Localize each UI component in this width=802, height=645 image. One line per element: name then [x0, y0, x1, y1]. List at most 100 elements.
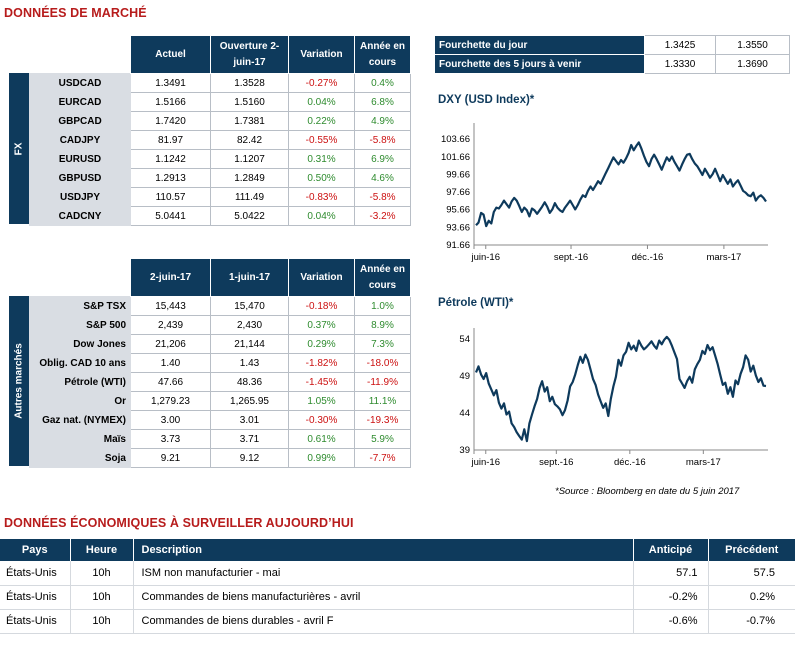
- fx-pair-label: GBPCAD: [29, 111, 131, 131]
- economic-row: États-Unis 10h Commandes de biens manufact…: [0, 585, 795, 610]
- market-value-date1: 1,279.23: [130, 391, 211, 411]
- fx-ouverture-value: 1.2849: [210, 168, 289, 188]
- fx-actuel-value: 5.0441: [130, 206, 211, 226]
- market-name-label: Or: [29, 391, 131, 411]
- y-tick-label: 54: [459, 334, 470, 345]
- fx-variation-value: 0.50%: [288, 168, 355, 188]
- market-variation-value: -1.45%: [288, 372, 355, 392]
- market-value-date2: 1,265.95: [210, 391, 289, 411]
- market-name-label: S&P 500: [29, 315, 131, 335]
- fx-pair-label: GBPUSD: [29, 168, 131, 188]
- market-annee-value: -19.3%: [354, 410, 411, 430]
- fx-row: USDCAD 1.3491 1.3528 -0.27% 0.4%: [29, 73, 411, 93]
- market-name-label: Gaz nat. (NYMEX): [29, 410, 131, 430]
- y-tick-label: 103.66: [441, 134, 470, 145]
- eco-description-value: Commandes de biens manufacturières - avr…: [133, 585, 634, 610]
- fx-ouverture-value: 1.1207: [210, 149, 289, 169]
- fx-annee-value: 0.4%: [354, 73, 411, 93]
- x-tick-label: sept.-16: [554, 252, 588, 263]
- fx-actuel-value: 1.1242: [130, 149, 211, 169]
- economic-row: États-Unis 10h Commandes de biens durables…: [0, 609, 795, 634]
- fx-variation-value: 0.31%: [288, 149, 355, 169]
- fx-actuel-value: 1.5166: [130, 92, 211, 112]
- fx-table: Actuel Ouverture 2-juin-17 Variation Ann…: [29, 35, 411, 226]
- x-tick-label: déc.-16: [614, 457, 646, 468]
- market-value-date1: 9.21: [130, 448, 211, 468]
- eco-pays-value: États-Unis: [0, 609, 71, 634]
- y-tick-label: 91.66: [446, 240, 470, 251]
- fx-row: CADCNY 5.0441 5.0422 0.04% -3.2%: [29, 206, 411, 226]
- y-tick-label: 101.66: [441, 152, 470, 163]
- market-annee-value: 11.1%: [354, 391, 411, 411]
- other-header-variation: Variation: [288, 258, 355, 297]
- fx-header-annee: Année en cours: [354, 35, 411, 74]
- other-header-date2: 1-juin-17: [210, 258, 289, 297]
- eco-precedent-value: -0.7%: [708, 609, 795, 634]
- other-market-row: S&P 500 2,439 2,430 0.37% 8.9%: [29, 315, 411, 335]
- y-tick-label: 97.66: [446, 187, 470, 198]
- fx-annee-value: 6.8%: [354, 92, 411, 112]
- market-variation-value: -0.18%: [288, 296, 355, 316]
- range-label: Fourchette des 5 jours à venir: [434, 54, 645, 74]
- eco-heure-value: 10h: [70, 585, 134, 610]
- market-name-label: Soja: [29, 448, 131, 468]
- market-annee-value: 8.9%: [354, 315, 411, 335]
- fx-row: EURUSD 1.1242 1.1207 0.31% 6.9%: [29, 149, 411, 169]
- fx-actuel-value: 1.3491: [130, 73, 211, 93]
- market-value-date1: 3.73: [130, 429, 211, 449]
- fx-ouverture-value: 5.0422: [210, 206, 289, 226]
- fx-pair-label: EURUSD: [29, 149, 131, 169]
- fx-pair-label: CADJPY: [29, 130, 131, 150]
- market-value-date2: 1.43: [210, 353, 289, 373]
- market-value-date1: 47.66: [130, 372, 211, 392]
- other-market-row: Soja 9.21 9.12 0.99% -7.7%: [29, 448, 411, 468]
- eco-header-anticipe: Anticipé: [633, 539, 709, 561]
- fx-pair-label: USDCAD: [29, 73, 131, 93]
- economic-section-title: DONNÉES ÉCONOMIQUES À SURVEILLER AUJOURD…: [4, 516, 354, 530]
- other-header-date1: 2-juin-17: [130, 258, 211, 297]
- x-tick-label: juin-16: [470, 457, 500, 468]
- market-name-label: Dow Jones: [29, 334, 131, 354]
- fx-annee-value: -5.8%: [354, 187, 411, 207]
- other-market-row: Pétrole (WTI) 47.66 48.36 -1.45% -11.9%: [29, 372, 411, 392]
- fx-row: USDJPY 110.57 111.49 -0.83% -5.8%: [29, 187, 411, 207]
- dxy-chart-title: DXY (USD Index)*: [438, 94, 535, 106]
- market-value-date2: 48.36: [210, 372, 289, 392]
- range-table: Fourchette du jour 1.3425 1.3550 Fourchette…: [434, 35, 790, 74]
- market-value-date1: 1.40: [130, 353, 211, 373]
- market-variation-value: 0.61%: [288, 429, 355, 449]
- other-markets-side-label: Autres marchés: [9, 296, 29, 466]
- fx-row: GBPUSD 1.2913 1.2849 0.50% 4.6%: [29, 168, 411, 188]
- market-annee-value: -7.7%: [354, 448, 411, 468]
- fx-variation-value: -0.27%: [288, 73, 355, 93]
- fx-annee-value: 4.6%: [354, 168, 411, 188]
- fx-ouverture-value: 82.42: [210, 130, 289, 150]
- x-tick-label: déc.-16: [632, 252, 664, 263]
- x-tick-label: mars-17: [706, 252, 741, 263]
- series-line: [475, 141, 767, 228]
- eco-anticipe-value: -0.6%: [633, 609, 709, 634]
- economic-table: Pays Heure Description Anticipé Précéden…: [0, 539, 795, 634]
- fx-actuel-value: 1.7420: [130, 111, 211, 131]
- range-label: Fourchette du jour: [434, 35, 645, 55]
- fx-variation-value: -0.55%: [288, 130, 355, 150]
- series-line: [474, 335, 767, 443]
- market-value-date1: 3.00: [130, 410, 211, 430]
- market-annee-value: 1.0%: [354, 296, 411, 316]
- eco-anticipe-value: 57.1: [633, 561, 709, 586]
- fx-annee-value: -5.8%: [354, 130, 411, 150]
- other-market-row: Gaz nat. (NYMEX) 3.00 3.01 -0.30% -19.3%: [29, 410, 411, 430]
- market-name-label: Maïs: [29, 429, 131, 449]
- fx-annee-value: -3.2%: [354, 206, 411, 226]
- market-annee-value: -11.9%: [354, 372, 411, 392]
- x-tick-label: sept.-16: [539, 457, 573, 468]
- market-value-date1: 2,439: [130, 315, 211, 335]
- market-annee-value: 7.3%: [354, 334, 411, 354]
- wti-chart-title: Pétrole (WTI)*: [438, 297, 514, 309]
- other-market-row: Or 1,279.23 1,265.95 1.05% 11.1%: [29, 391, 411, 411]
- market-value-date2: 3.71: [210, 429, 289, 449]
- other-market-row: S&P TSX 15,443 15,470 -0.18% 1.0%: [29, 296, 411, 316]
- y-tick-label: 49: [459, 371, 470, 382]
- fx-variation-value: -0.83%: [288, 187, 355, 207]
